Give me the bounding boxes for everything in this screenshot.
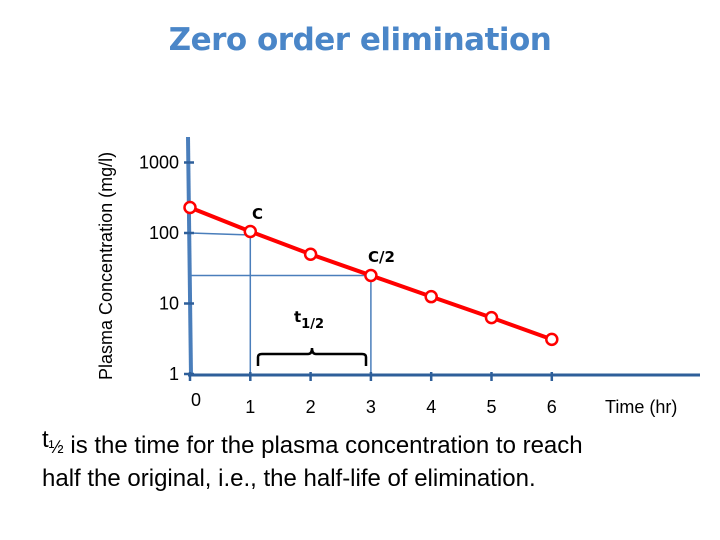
x-tick-label: 1 [245,397,255,417]
data-point [424,289,438,304]
caption-t: t [42,426,49,453]
caption-half: ½ [48,437,64,457]
c-label: C [252,205,263,223]
data-point [303,247,318,261]
y-axis-label: Plasma Concentration (mg/l) [96,152,116,380]
data-point [545,332,559,347]
x-tick-label: 4 [426,397,436,417]
y-tick-label: 1000 [139,153,179,173]
reference-line-c-half [190,274,372,374]
slide-title: Zero order elimination [168,22,552,58]
caption: t½ is the time for the plasma concentrat… [42,426,712,495]
t-half-brace [256,347,368,366]
data-point [183,200,197,215]
reference-line-c [189,232,252,374]
data-point [364,268,378,283]
x-tick-label: 2 [306,397,316,417]
t-half-label: t1/2 [294,308,324,332]
chart: Plasma Concentration (mg/l) 1 10 100 1000 0… [96,136,700,417]
x-tick-label: 0 [191,390,201,410]
caption-line2: half the original, i.e., the half-life o… [42,465,536,492]
x-tick-label: 3 [366,397,376,417]
data-point [484,310,499,325]
x-tick-label: 6 [547,397,557,417]
x-axis-label: Time (hr) [605,397,677,417]
y-axis [186,136,193,377]
x-tick-label: 5 [486,397,496,417]
c-half-label: C/2 [368,248,395,266]
caption-line1: is the time for the plasma concentration… [63,432,583,459]
y-tick-label: 100 [149,223,179,243]
y-tick-label: 10 [159,294,179,314]
data-point [243,224,258,239]
y-tick-label: 1 [169,364,179,384]
